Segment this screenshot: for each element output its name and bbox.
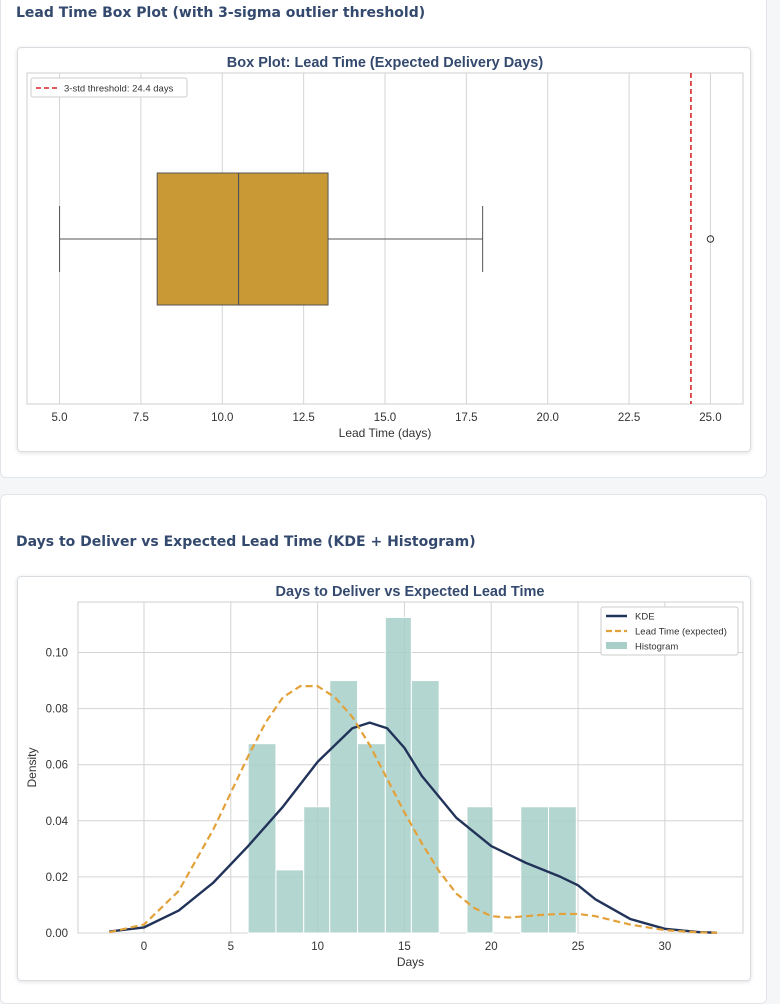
boxplot-chart: Box Plot: Lead Time (Expected Delivery D… <box>26 55 744 440</box>
legend-lead-time-label: Lead Time (expected) <box>635 627 727 638</box>
section-title-boxplot: Lead Time Box Plot (with 3-sigma outlier… <box>16 5 426 21</box>
x-tick-label: 10.0 <box>211 412 233 424</box>
histogram-bar <box>410 680 440 934</box>
x-tick-label: 20.0 <box>537 412 559 424</box>
x-tick-label: 15.0 <box>374 412 396 424</box>
histogram-bar <box>247 743 277 934</box>
x-tick-label: 30 <box>658 941 671 953</box>
section-title-kde: Days to Deliver vs Expected Lead Time (K… <box>16 534 476 550</box>
kde-histogram-chart: Days to Deliver vs Expected Lead Time 0 5 1… <box>25 584 744 969</box>
y-tick-label: 0.02 <box>46 872 68 884</box>
x-tick-label: 22.5 <box>618 412 640 424</box>
legend-histogram-label: Histogram <box>635 642 678 653</box>
legend-threshold-label: 3-std threshold: 24.4 days <box>64 84 174 95</box>
x-tick-label: 17.5 <box>455 412 477 424</box>
y-tick-label: 0.08 <box>46 704 68 716</box>
boxplot-figure: Box Plot: Lead Time (Expected Delivery D… <box>17 47 751 452</box>
y-tick-label: 0.06 <box>46 760 68 772</box>
x-tick-label: 5 <box>228 941 234 953</box>
x-tick-label: 12.5 <box>292 412 314 424</box>
x-tick-label: 25 <box>572 941 585 953</box>
y-axis-label: Density <box>25 747 39 787</box>
x-tick-label: 15 <box>398 941 411 953</box>
x-tick-label: 5.0 <box>52 412 68 424</box>
x-axis-label: Lead Time (days) <box>339 426 432 440</box>
x-tick-label: 7.5 <box>133 412 149 424</box>
x-axis-label: Days <box>397 955 424 969</box>
y-tick-label: 0.04 <box>46 816 69 828</box>
chart-title: Box Plot: Lead Time (Expected Delivery D… <box>227 55 544 71</box>
histogram-bar <box>303 806 331 934</box>
kde-figure: Days to Deliver vs Expected Lead Time 0 5 1… <box>17 576 751 981</box>
histogram-bar <box>329 680 359 934</box>
x-tick-label: 25.0 <box>699 412 721 424</box>
legend-box <box>600 606 739 656</box>
y-tick-label: 0.10 <box>46 647 68 659</box>
chart-title: Days to Deliver vs Expected Lead Time <box>276 584 545 600</box>
box-iqr <box>156 172 329 306</box>
histogram-bar <box>384 616 412 934</box>
y-tick-label: 0.00 <box>46 928 68 940</box>
histogram-bar <box>275 869 305 934</box>
histogram-bar <box>548 806 577 934</box>
x-tick-label: 0 <box>141 941 147 953</box>
legend-kde-label: KDE <box>635 612 655 623</box>
x-tick-label: 20 <box>485 941 498 953</box>
outlier-point <box>706 235 715 243</box>
lead-time-line <box>109 685 717 934</box>
legend-histogram-swatch <box>606 642 627 649</box>
legend-box <box>30 77 188 98</box>
kde-line <box>109 721 717 934</box>
histogram-bar <box>357 743 386 934</box>
x-tick-label: 10 <box>311 941 324 953</box>
histogram-bar <box>466 806 494 934</box>
